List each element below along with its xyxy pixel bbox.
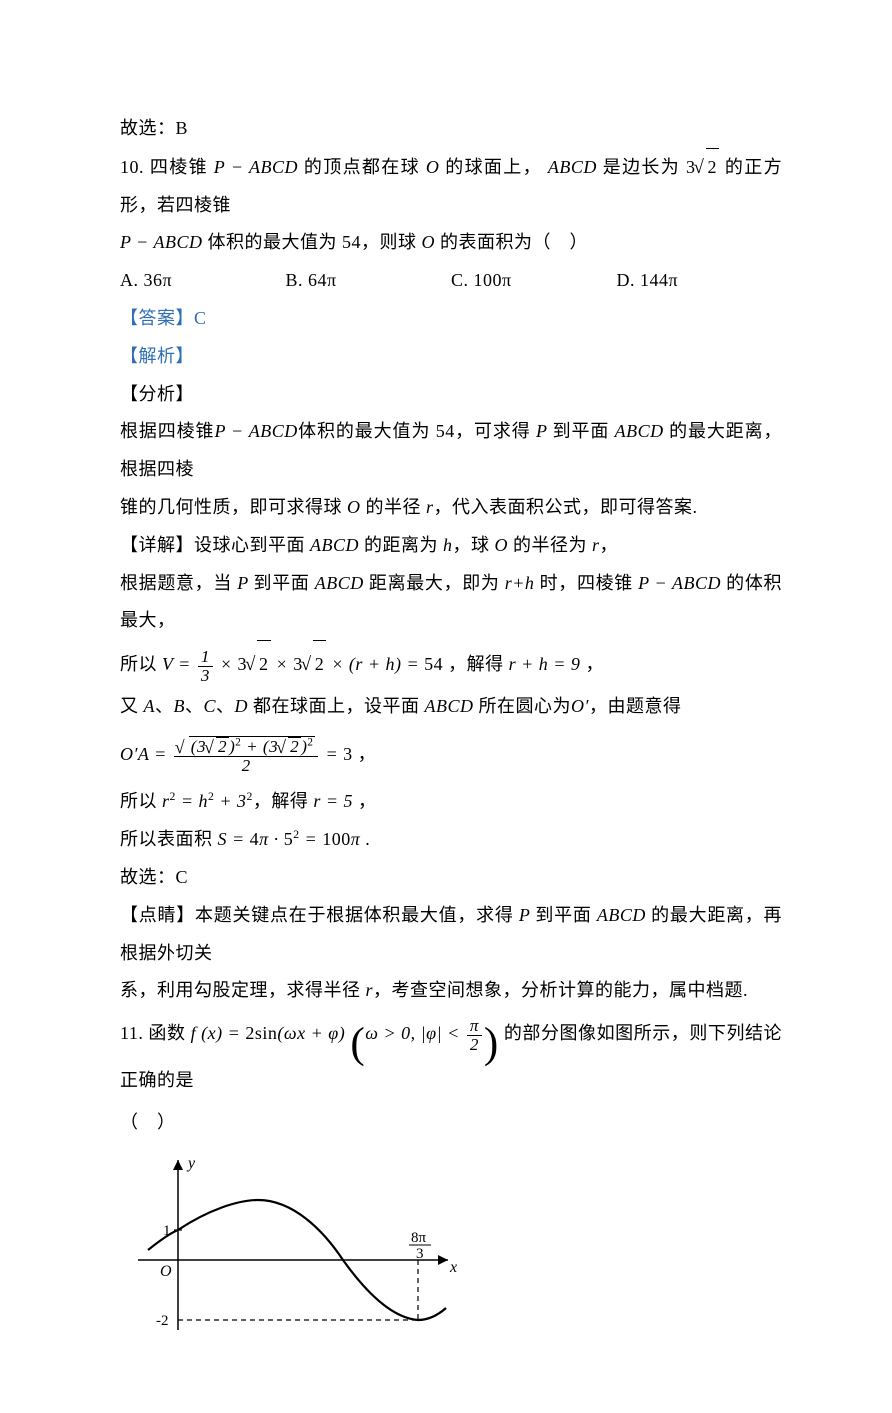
q10-conclusion: 故选：C	[120, 859, 782, 897]
q10-r-line: 所以 r2 = h2 + 32，解得 r = 5 ，	[120, 783, 782, 821]
q10-label: 10.	[120, 157, 150, 177]
big-paren-open: (	[350, 1020, 365, 1067]
q10-surface-line: 所以表面积 S = 4π · 52 = 100π .	[120, 821, 782, 859]
q10-option-b: B. 64π	[286, 262, 452, 300]
svg-text:8π: 8π	[411, 1230, 427, 1246]
origin-label: O	[160, 1263, 172, 1280]
y-axis-arrow-icon	[173, 1160, 183, 1170]
q10-oa-eq: O′A = (32)2 + (32)2 2 = 3 ，	[120, 726, 782, 784]
x-axis-label: x	[449, 1259, 457, 1276]
q10-option-a: A. 36π	[120, 262, 286, 300]
q10-fx-label: 【分析】	[120, 376, 782, 414]
y-axis-label: y	[186, 1155, 196, 1172]
q10-volume-eq: 所以 V = 13 × 32 × 32 × (r + h) = 54 ，解得 r…	[120, 640, 782, 688]
ytick-neg2-label: -2	[156, 1313, 169, 1329]
q10-option-d: D. 144π	[617, 262, 783, 300]
q11-chart: y x O 1 -2 8π 3	[128, 1150, 782, 1354]
volume-formula: V = 13 × 32 × 32 × (r + h) = 54	[162, 654, 443, 674]
sine-graph-svg: y x O 1 -2 8π 3	[128, 1150, 468, 1340]
page: 故选：B 10. 四棱锥 P − ABCD 的顶点都在球 O 的球面上， ABC…	[0, 0, 892, 1413]
q10-options: A. 36π B. 64π C. 100π D. 144π	[120, 262, 782, 300]
q10-tip-line1: 【点睛】本题关键点在于根据体积最大值，求得 P 到平面 ABCD 的最大距离，再…	[120, 897, 782, 973]
q10-tip-line2: 系，利用勾股定理，求得半径 r，考查空间想象，分析计算的能力，属中档题.	[120, 972, 782, 1010]
svg-text:3: 3	[416, 1246, 424, 1262]
oa-formula: O′A = (32)2 + (32)2 2 = 3	[120, 744, 353, 764]
q11-fx: f (x) = 2sin(ωx + φ)	[191, 1023, 346, 1043]
x-axis-arrow-icon	[438, 1255, 448, 1265]
q10-option-c: C. 100π	[451, 262, 617, 300]
big-paren-close: )	[484, 1020, 499, 1067]
q10-det-line1: 【详解】设球心到平面 ABCD 的距离为 h，球 O 的半径为 r，	[120, 527, 782, 565]
q11-blank: （ ）	[120, 1104, 782, 1142]
q11-stem-line1: 11. 函数 f (x) = 2sin(ωx + φ) (ω > 0, |φ| …	[120, 1010, 782, 1104]
q10-fx-line1: 根据四棱锥P − ABCD体积的最大值为 54，可求得 P 到平面 ABCD 的…	[120, 413, 782, 489]
pyr-expr: P − ABCD	[214, 157, 298, 177]
edge-length: 32	[686, 157, 719, 177]
q10-fx-line2: 锥的几何性质，即可求得球 O 的半径 r，代入表面积公式，即可得答案.	[120, 489, 782, 527]
q10-det-line2: 根据题意，当 P 到平面 ABCD 距离最大，即为 r+h 时，四棱锥 P − …	[120, 565, 782, 641]
q10-stem-line1: 10. 四棱锥 P − ABCD 的顶点都在球 O 的球面上， ABCD 是边长…	[120, 148, 782, 225]
lead-conclusion: 故选：B	[120, 110, 782, 148]
q10-also-line: 又 A、B、C、D 都在球面上，设平面 ABCD 所在圆心为O′，由题意得	[120, 688, 782, 726]
q10-answer: 【答案】C	[120, 300, 782, 338]
q10-analysis-label: 【解析】	[120, 338, 782, 376]
x-8pi3-label: 8π 3	[409, 1230, 431, 1262]
q11-label: 11.	[120, 1023, 148, 1043]
q10-stem-line2: P − ABCD 体积的最大值为 54，则球 O 的表面积为（ ）	[120, 224, 782, 262]
